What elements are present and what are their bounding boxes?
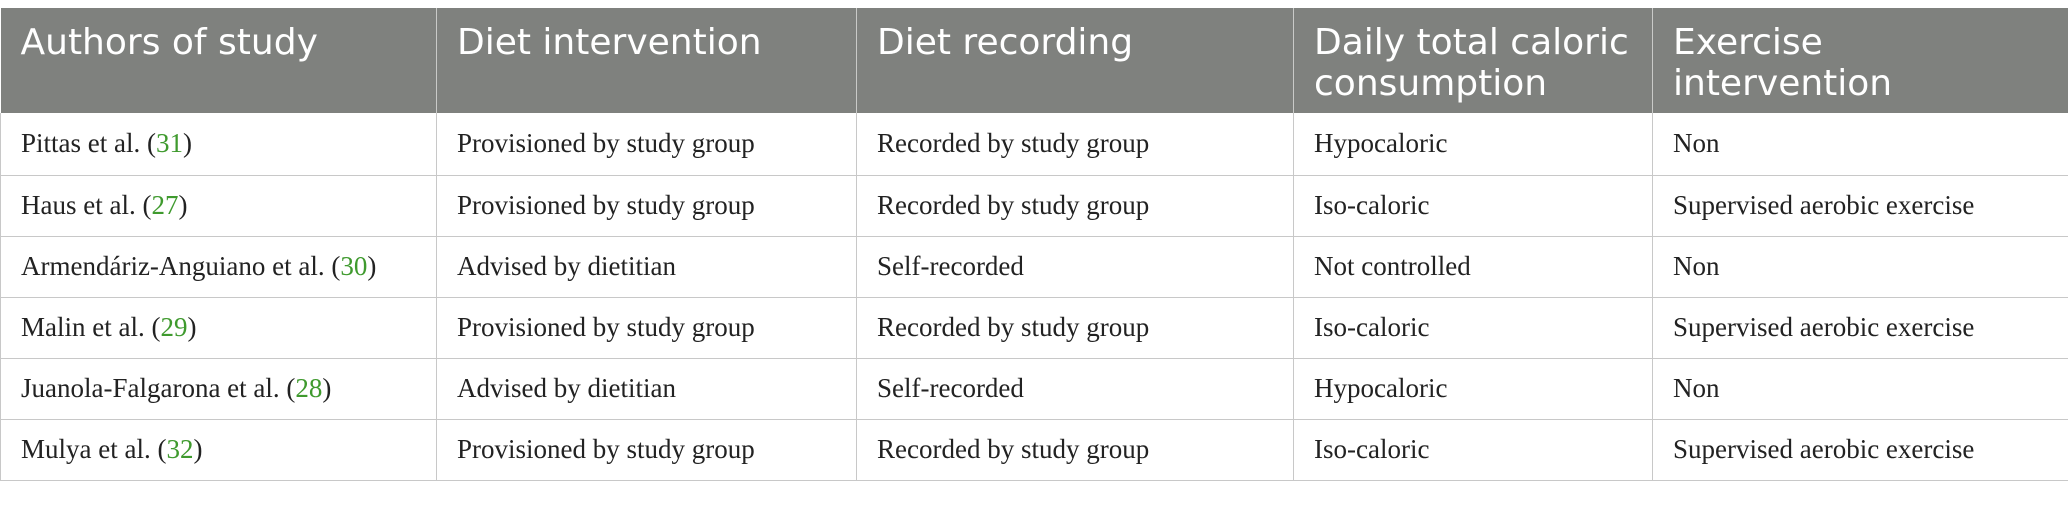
study-comparison-table-container: Authors of study Diet intervention Diet … [0,8,2068,481]
author-cell: Haus et al. (27) [0,175,437,237]
table-row: Juanola-Falgarona et al. (28) Advised by… [0,358,2068,420]
caloric-cell: Hypocaloric [1293,358,1653,420]
diet-recording-cell: Recorded by study group [856,175,1294,237]
table-row: Malin et al. (29) Provisioned by study g… [0,297,2068,359]
caloric-cell: Iso-caloric [1293,419,1653,481]
exercise-cell: Supervised aerobic exercise [1652,419,2068,481]
table-header: Authors of study Diet intervention Diet … [0,8,2068,113]
author-name: Malin et al. [21,312,145,342]
author-name: Armendáriz-Anguiano et al. [21,251,325,281]
caloric-cell: Hypocaloric [1293,113,1653,176]
header-exercise-intervention: Exercise intervention [1652,8,2068,113]
table-row: Armendáriz-Anguiano et al. (30) Advised … [0,236,2068,298]
author-name: Haus et al. [21,190,136,220]
caloric-cell: Iso-caloric [1293,297,1653,359]
table-row: Haus et al. (27) Provisioned by study gr… [0,175,2068,237]
exercise-cell: Non [1652,236,2068,298]
diet-intervention-cell: Provisioned by study group [436,297,857,359]
exercise-cell: Supervised aerobic exercise [1652,297,2068,359]
table-body: Pittas et al. (31) Provisioned by study … [0,113,2068,481]
author-name: Mulya et al. [21,434,151,464]
header-diet-recording: Diet recording [856,8,1294,113]
header-diet-intervention: Diet intervention [436,8,857,113]
diet-recording-cell: Recorded by study group [856,297,1294,359]
diet-recording-cell: Self-recorded [856,358,1294,420]
author-cell: Juanola-Falgarona et al. (28) [0,358,437,420]
author-cell: Pittas et al. (31) [0,113,437,176]
reference-link[interactable]: 27 [151,190,179,220]
author-cell: Malin et al. (29) [0,297,437,359]
header-authors-of-study: Authors of study [0,8,437,113]
reference-link[interactable]: 28 [295,373,323,403]
reference-link[interactable]: 31 [155,128,183,159]
study-comparison-table: Authors of study Diet intervention Diet … [0,8,2068,481]
reference-link[interactable]: 29 [160,312,188,342]
author-cell: Mulya et al. (32) [0,419,437,481]
caloric-cell: Iso-caloric [1293,175,1653,237]
table-row: Pittas et al. (31) Provisioned by study … [0,113,2068,176]
diet-intervention-cell: Provisioned by study group [436,175,857,237]
header-row: Authors of study Diet intervention Diet … [0,8,2068,113]
author-name: Pittas et al. [21,128,141,159]
reference-link[interactable]: 32 [166,434,194,464]
header-daily-total-caloric-consumption: Daily total caloric consumption [1293,8,1653,113]
diet-recording-cell: Recorded by study group [856,113,1294,176]
diet-intervention-cell: Advised by dietitian [436,358,857,420]
exercise-cell: Non [1652,113,2068,176]
reference-link[interactable]: 30 [340,251,368,281]
diet-recording-cell: Recorded by study group [856,419,1294,481]
author-cell: Armendáriz-Anguiano et al. (30) [0,236,437,298]
exercise-cell: Supervised aerobic exercise [1652,175,2068,237]
caloric-cell: Not controlled [1293,236,1653,298]
exercise-cell: Non [1652,358,2068,420]
diet-intervention-cell: Provisioned by study group [436,113,857,176]
diet-recording-cell: Self-recorded [856,236,1294,298]
diet-intervention-cell: Advised by dietitian [436,236,857,298]
diet-intervention-cell: Provisioned by study group [436,419,857,481]
table-row: Mulya et al. (32) Provisioned by study g… [0,419,2068,481]
author-name: Juanola-Falgarona et al. [21,373,280,403]
